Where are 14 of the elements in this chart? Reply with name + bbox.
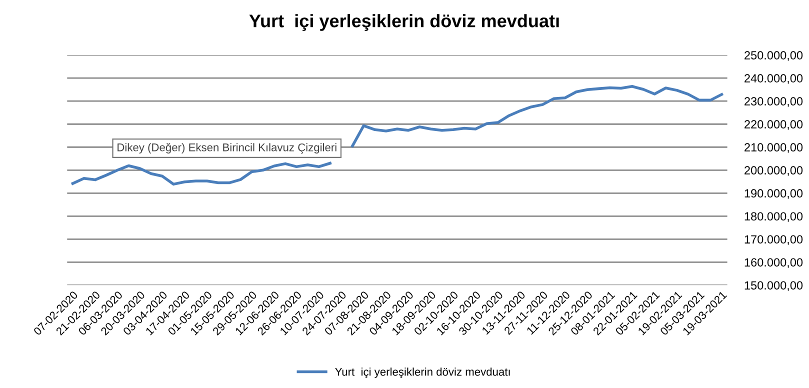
y-tick-label: 180.000,00	[744, 212, 803, 222]
y-tick-label: 250.000,00	[744, 51, 803, 61]
y-tick-label: 160.000,00	[744, 258, 803, 268]
y-tick-label: 220.000,00	[744, 120, 803, 130]
y-tick-label: 200.000,00	[744, 166, 803, 176]
y-tick-label: 240.000,00	[744, 74, 803, 84]
legend-label: Yurt içi yerleşiklerin döviz mevduatı	[335, 368, 510, 378]
y-tick-label: 150.000,00	[744, 281, 803, 291]
chart-title: Yurt içi yerleşiklerin döviz mevduatı	[249, 14, 559, 31]
y-tick-label: 210.000,00	[744, 143, 803, 153]
y-tick-label: 190.000,00	[744, 189, 803, 199]
y-tick-label: 230.000,00	[744, 97, 803, 107]
annotation: Dikey (Değer) Eksen Birincil Kılavuz Çizgileri	[118, 143, 336, 154]
y-tick-label: 170.000,00	[744, 235, 803, 245]
